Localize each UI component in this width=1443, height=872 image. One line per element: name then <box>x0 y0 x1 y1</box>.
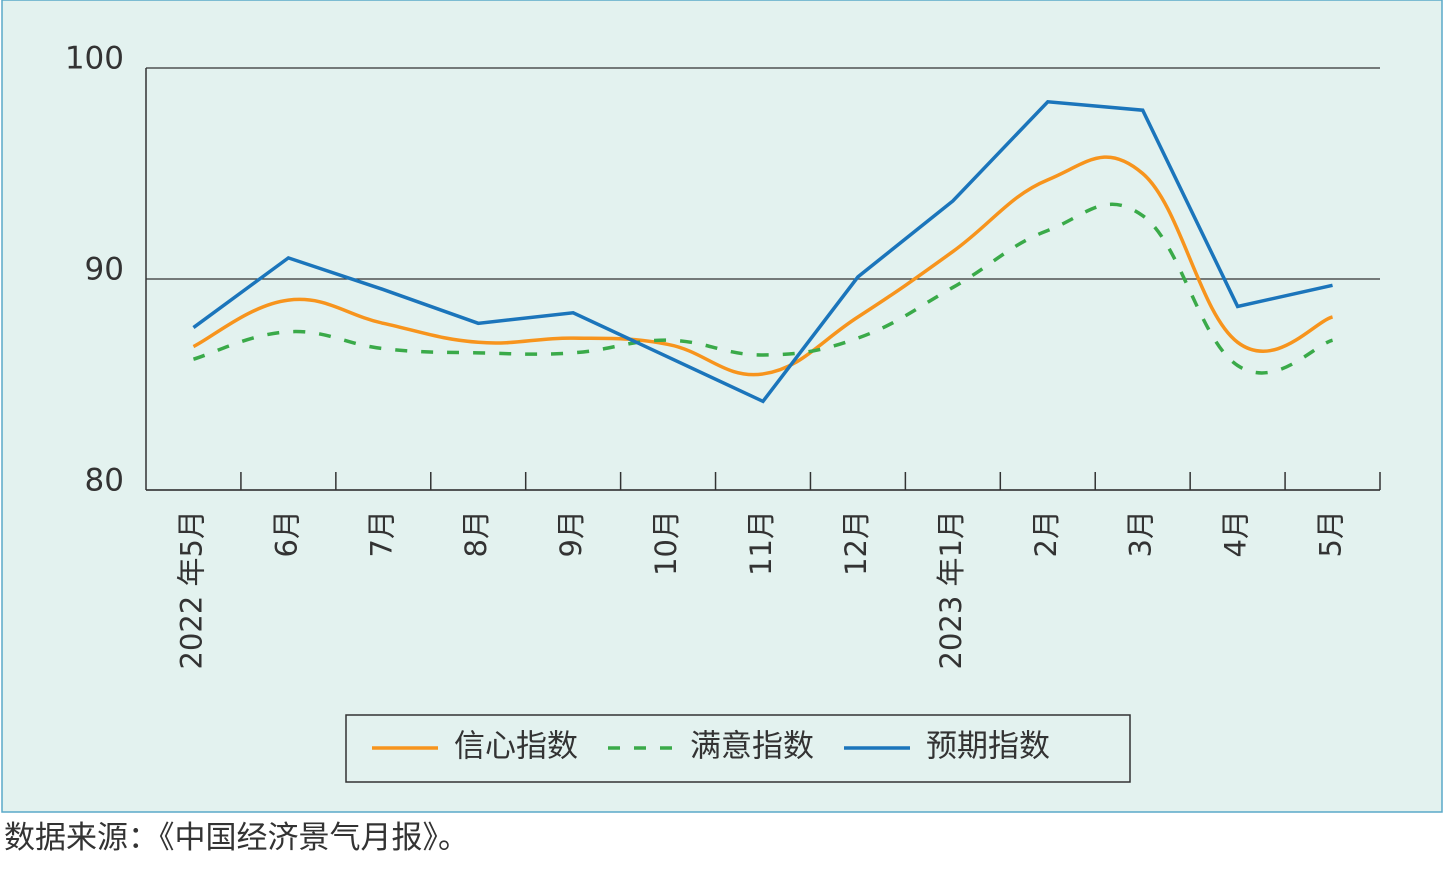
line-series <box>192 202 1334 375</box>
chart-panel <box>1 0 1443 813</box>
x-tick-label: 2023 年1月 <box>934 510 968 669</box>
legend-label: 预期指数 <box>926 729 1050 765</box>
legend-label: 满意指数 <box>690 729 814 765</box>
x-tick-label: 2月 <box>1029 510 1063 557</box>
x-tick-label: 11月 <box>744 510 778 576</box>
x-tick-label: 6月 <box>269 510 303 557</box>
line-series <box>192 155 1334 377</box>
x-tick-label: 12月 <box>839 510 873 576</box>
x-tick-label: 8月 <box>459 510 493 557</box>
x-tick-label: 4月 <box>1219 510 1253 557</box>
x-tick-label: 9月 <box>554 510 588 557</box>
legend-label: 信心指数 <box>454 729 578 765</box>
y-tick-label: 90 <box>85 252 124 288</box>
x-tick-label: 2022 年5月 <box>174 510 208 669</box>
y-tick-label: 100 <box>65 41 124 77</box>
x-tick-label: 3月 <box>1124 510 1158 557</box>
source-note: 数据来源：《中国经济景气月报》。 <box>4 820 469 856</box>
x-tick-label: 7月 <box>364 510 398 557</box>
y-tick-label: 80 <box>85 463 124 499</box>
line-series <box>192 99 1333 404</box>
x-tick-label: 5月 <box>1314 510 1348 557</box>
x-tick-label: 10月 <box>649 510 683 576</box>
legend-box <box>345 714 1131 783</box>
